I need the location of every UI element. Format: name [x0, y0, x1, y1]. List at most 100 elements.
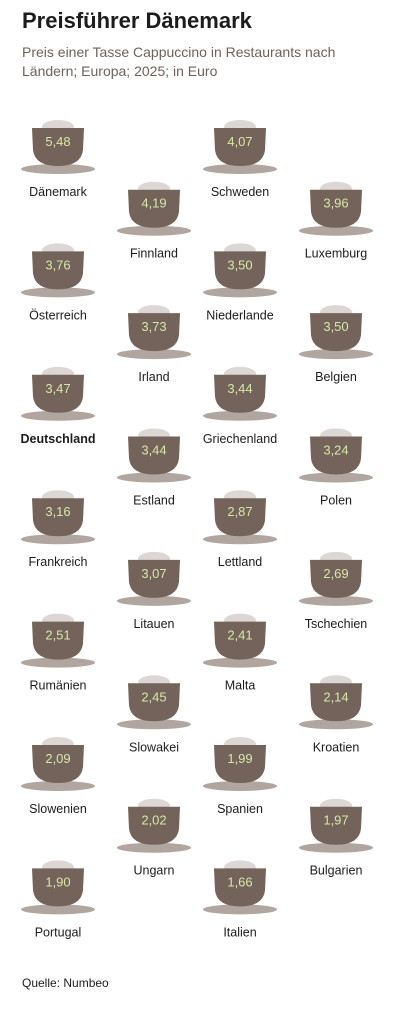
cup-body [32, 621, 84, 660]
cup-body [128, 806, 180, 845]
cup-item: 2,09 Slowenien [21, 737, 95, 816]
cup-body [214, 128, 266, 166]
country-label: Finnland [130, 247, 178, 261]
value-label: 3,47 [45, 381, 70, 396]
cup-body [214, 251, 266, 290]
cup-item: 3,24 Polen [299, 428, 373, 508]
value-label: 3,16 [45, 504, 70, 519]
cup-body [214, 374, 266, 413]
value-label: 4,07 [227, 134, 252, 149]
cup-body [310, 313, 362, 352]
value-label: 3,07 [141, 566, 166, 581]
value-label: 1,97 [323, 813, 348, 828]
value-label: 3,50 [227, 257, 252, 272]
saucer [117, 595, 191, 606]
cup-item: 1,66 Italien [203, 860, 277, 939]
cup-item: 2,14 Kroatien [299, 675, 373, 754]
cup-body [128, 683, 180, 722]
cup-item: 4,19 Finnland [117, 181, 191, 261]
country-label: Deutschland [20, 432, 95, 446]
saucer [203, 904, 277, 915]
value-label: 4,19 [141, 196, 166, 211]
saucer [299, 472, 373, 483]
value-label: 2,02 [141, 813, 166, 828]
chart-subtitle: Preis einer Tasse Cappuccino in Restaura… [22, 44, 336, 79]
country-label: Tschechien [305, 617, 368, 631]
cup-body [32, 745, 84, 783]
country-label: Slowakei [129, 740, 179, 754]
country-label: Dänemark [29, 185, 87, 199]
source-note: Quelle: Numbeo [22, 976, 109, 990]
saucer [203, 287, 277, 298]
saucer [299, 349, 373, 360]
saucer [21, 410, 95, 421]
cup-body [32, 868, 84, 907]
country-label: Malta [225, 679, 256, 693]
value-label: 3,76 [45, 257, 70, 272]
cup-item: 3,50 Belgien [299, 305, 373, 384]
saucer [299, 225, 373, 236]
country-label: Frankreich [28, 555, 87, 569]
country-label: Schweden [211, 185, 269, 199]
cup-body [310, 559, 362, 598]
country-label: Slowenien [29, 802, 87, 816]
value-label: 1,66 [227, 874, 252, 889]
saucer [21, 287, 95, 298]
value-label: 5,48 [45, 134, 70, 149]
saucer [203, 410, 277, 421]
cup-body [310, 683, 362, 722]
saucer [203, 657, 277, 668]
cup-body [214, 498, 266, 537]
country-label: Kroatien [313, 740, 360, 754]
value-label: 3,24 [323, 443, 348, 458]
saucer [21, 164, 95, 174]
country-label: Litauen [133, 617, 174, 631]
cup-item: 2,41 Malta [203, 613, 277, 693]
cup-body [214, 868, 266, 907]
saucer [21, 781, 95, 791]
country-label: Polen [320, 494, 352, 508]
saucer [117, 719, 191, 730]
value-label: 1,99 [227, 751, 252, 766]
country-label: Irland [138, 370, 169, 384]
saucer [117, 472, 191, 483]
country-label: Griechenland [203, 432, 277, 446]
cup-item: 3,44 Griechenland [203, 366, 277, 446]
value-label: 1,90 [45, 874, 70, 889]
cup-body [128, 436, 180, 475]
cup-item: 2,87 Lettland [203, 490, 277, 569]
cup-body [310, 189, 362, 228]
cup-body [310, 806, 362, 845]
country-label: Niederlande [206, 308, 273, 322]
cup-item: 3,44 Estland [117, 428, 191, 508]
cup-item: 1,90 Portugal [21, 860, 95, 939]
value-label: 3,73 [141, 319, 166, 334]
saucer [117, 842, 191, 853]
cup-item: 3,96 Luxemburg [299, 181, 373, 261]
value-label: 2,41 [227, 628, 252, 643]
country-label: Österreich [29, 308, 87, 322]
cup-item: 1,99 Spanien [203, 737, 277, 816]
country-label: Estland [133, 494, 175, 508]
saucer [203, 534, 277, 545]
cup-item: 3,76 Österreich [21, 243, 95, 322]
saucer [21, 534, 95, 545]
saucer [117, 349, 191, 360]
value-label: 3,44 [141, 443, 166, 458]
cup-body [214, 745, 266, 783]
cup-body [32, 251, 84, 290]
saucer [299, 595, 373, 606]
cup-body [310, 436, 362, 475]
country-label: Belgien [315, 370, 357, 384]
cup-item: 2,69 Tschechien [299, 551, 373, 631]
value-label: 3,96 [323, 196, 348, 211]
cup-body [32, 498, 84, 537]
value-label: 3,44 [227, 381, 252, 396]
cup-item: 1,97 Bulgarien [299, 798, 373, 878]
value-label: 2,14 [323, 689, 348, 704]
cup-item: 2,51 Rumänien [21, 613, 95, 693]
saucer [203, 164, 277, 174]
cup-item: 3,07 Litauen [117, 551, 191, 631]
cup-item: 5,48 Dänemark [21, 120, 95, 199]
